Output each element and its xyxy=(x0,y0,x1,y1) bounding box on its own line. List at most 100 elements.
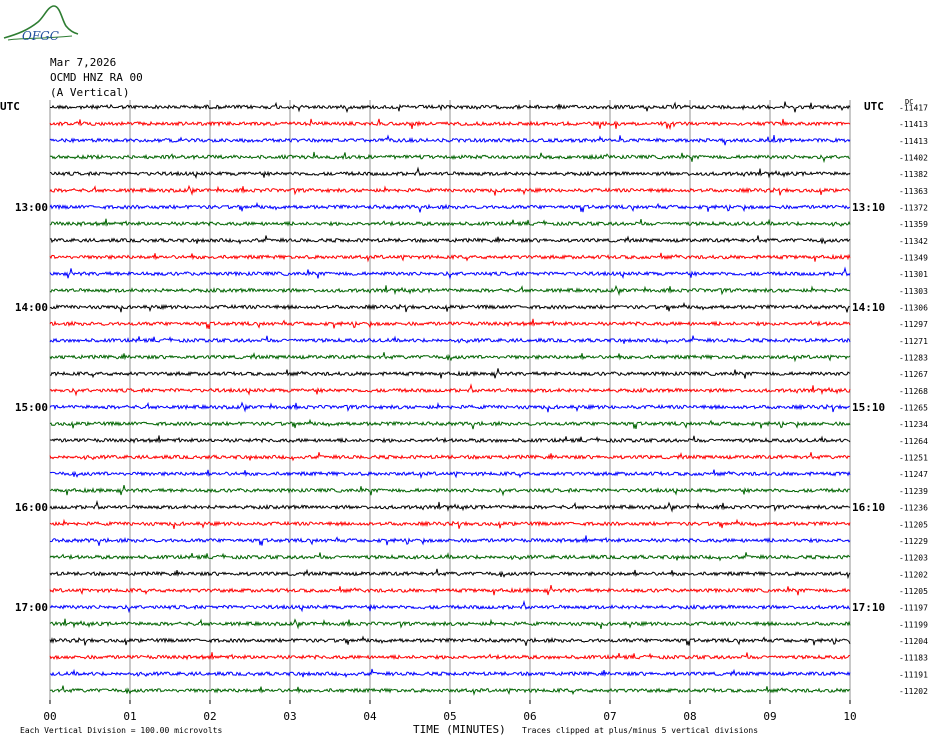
left-hour-label: 16:00 xyxy=(15,501,48,514)
logo-graphic: OFGC xyxy=(3,5,79,43)
right-axis-title: UTC xyxy=(864,100,884,113)
x-tick-label: 06 xyxy=(523,710,536,723)
trace-line xyxy=(49,599,851,614)
x-tick-label: 07 xyxy=(603,710,616,723)
dc-offset-label: -11306 xyxy=(899,304,928,313)
component-label: (A Vertical) xyxy=(50,86,130,99)
trace-line xyxy=(49,618,851,630)
date-label: Mar 7,2026 xyxy=(50,56,117,69)
dc-offset-label: -11205 xyxy=(899,587,928,596)
x-tick-label: 03 xyxy=(283,710,296,723)
dc-offset-label: -11202 xyxy=(899,570,928,579)
grid xyxy=(49,100,851,704)
trace-line xyxy=(49,118,851,131)
trace-line xyxy=(49,218,851,228)
dc-offset-label: -11417 xyxy=(899,104,928,113)
dc-offset-label: -11236 xyxy=(899,504,928,513)
dc-offset-label: -11342 xyxy=(899,237,928,246)
dc-offset-label: -11268 xyxy=(899,387,928,396)
left-hour-label: 14:00 xyxy=(15,301,48,314)
trace-line xyxy=(49,134,851,146)
dc-offset-label: -11197 xyxy=(899,604,928,613)
dc-offset-label: -11251 xyxy=(899,454,928,463)
x-tick-label: 09 xyxy=(763,710,776,723)
dc-offset-label: -11301 xyxy=(899,270,928,279)
dc-offset-label: -11247 xyxy=(899,470,928,479)
dc-offset-label: -11349 xyxy=(899,254,928,263)
axis-labels: 00 01 02 03 04 05 06 07 08 09 10 -11417 -11413 -11413… xyxy=(0,98,928,736)
trace-line xyxy=(49,535,851,546)
ofgc-logo: OFGC xyxy=(0,0,80,50)
trace-line xyxy=(49,418,851,430)
dc-offset-label: -11382 xyxy=(899,170,928,179)
x-axis-title: TIME (MINUTES) xyxy=(413,723,506,736)
station-label: OCMD HNZ RA 00 xyxy=(50,71,143,84)
trace-line xyxy=(49,584,851,596)
dc-offset-label: -11372 xyxy=(899,204,928,213)
trace-line xyxy=(49,151,850,164)
trace-line xyxy=(49,166,851,180)
dc-offset-label: -11413 xyxy=(899,137,928,146)
trace-line xyxy=(49,518,851,530)
trace-line xyxy=(49,301,851,313)
dc-offset-label: -11205 xyxy=(899,520,928,529)
dc-offset-label: -11283 xyxy=(899,354,928,363)
logo-wave-icon xyxy=(7,35,73,41)
trace-line xyxy=(49,452,851,462)
logo-mountain-icon xyxy=(3,5,79,39)
trace-line xyxy=(50,101,851,114)
trace-line xyxy=(49,552,851,562)
trace-line xyxy=(49,284,851,297)
left-hour-label: 17:00 xyxy=(15,601,48,614)
x-tick-label: 10 xyxy=(843,710,856,723)
dc-offset-label: -11359 xyxy=(899,220,928,229)
trace-line xyxy=(49,368,851,379)
footer-scale-note: Each Vertical Division = 100.00 microvol… xyxy=(20,726,222,735)
dc-offset-label: -11229 xyxy=(899,537,928,546)
trace-line xyxy=(49,252,851,263)
footer-clip-note: Traces clipped at plus/minus 5 vertical … xyxy=(522,726,758,735)
x-tick-label: 01 xyxy=(123,710,136,723)
trace-line xyxy=(49,383,851,397)
x-tick-label: 05 xyxy=(443,710,456,723)
trace-line xyxy=(49,335,851,345)
trace-line xyxy=(49,635,851,646)
trace-line xyxy=(49,499,851,513)
dc-offset-label: -11202 xyxy=(899,687,928,696)
right-hour-label: 17:10 xyxy=(852,601,885,614)
right-hour-label: 15:10 xyxy=(852,401,885,414)
trace-line xyxy=(49,201,850,213)
right-hour-label: 13:10 xyxy=(852,201,885,214)
dc-offset-label: -11183 xyxy=(899,654,928,663)
left-axis-title: UTC xyxy=(0,100,20,113)
trace-line xyxy=(49,469,851,480)
dc-offset-label: -11297 xyxy=(899,320,928,329)
dc-offset-label: -11204 xyxy=(899,637,928,646)
x-tick-label: 04 xyxy=(363,710,377,723)
x-tick-label: 00 xyxy=(43,710,56,723)
trace-line xyxy=(49,184,851,196)
trace-line xyxy=(49,352,851,363)
dc-offset-label: -11191 xyxy=(899,670,928,679)
dc-offset-label: -11303 xyxy=(899,287,928,296)
dc-offset-label: -11234 xyxy=(899,420,928,429)
dc-offset-label: -11267 xyxy=(899,370,928,379)
logo-text: OFGC xyxy=(22,29,59,43)
trace-line xyxy=(49,484,850,497)
dc-offset-label: -11265 xyxy=(899,404,928,413)
trace-line xyxy=(49,652,850,661)
dc-offset-label: -11363 xyxy=(899,187,928,196)
x-tick-label: 08 xyxy=(683,710,696,723)
x-tick-label: 02 xyxy=(203,710,216,723)
trace-line xyxy=(50,685,851,696)
trace-line xyxy=(49,318,851,330)
right-hour-label: 14:10 xyxy=(852,301,885,314)
trace-line xyxy=(49,435,851,444)
left-hour-label: 13:00 xyxy=(15,201,48,214)
dc-offset-label: -11402 xyxy=(899,154,928,163)
dc-offset-label: -11203 xyxy=(899,554,928,563)
trace-line xyxy=(49,266,851,280)
right-hour-label: 16:10 xyxy=(852,501,885,514)
left-hour-label: 15:00 xyxy=(15,401,48,414)
